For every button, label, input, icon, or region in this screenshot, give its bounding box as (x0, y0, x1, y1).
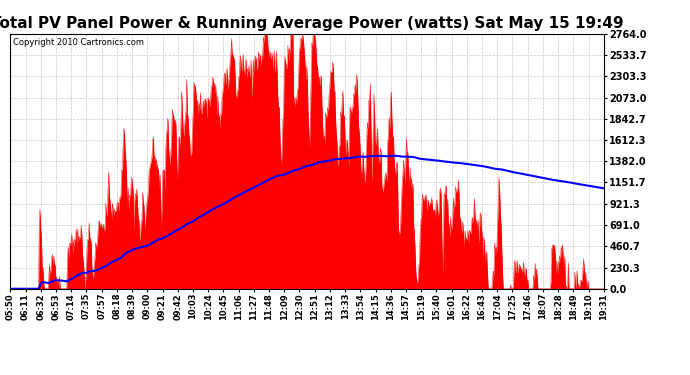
Title: Total PV Panel Power & Running Average Power (watts) Sat May 15 19:49: Total PV Panel Power & Running Average P… (0, 16, 623, 31)
Text: Copyright 2010 Cartronics.com: Copyright 2010 Cartronics.com (13, 38, 144, 46)
